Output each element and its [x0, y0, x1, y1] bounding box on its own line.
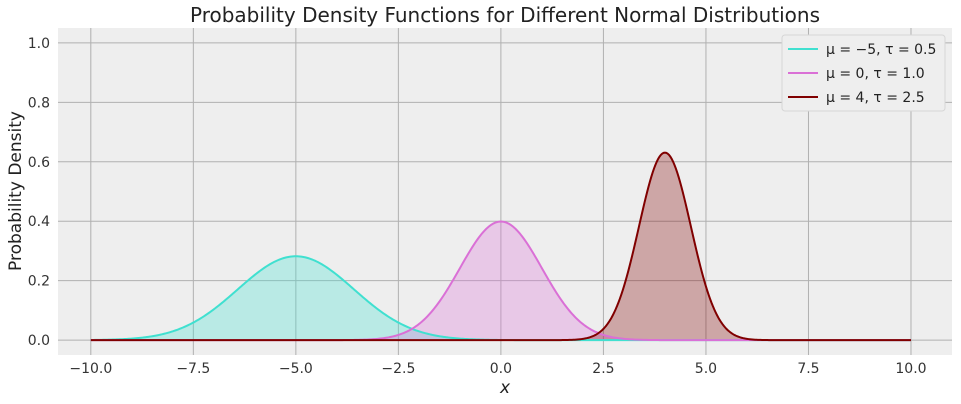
x-tick-label: −10.0: [69, 361, 112, 377]
chart-title: Probability Density Functions for Differ…: [190, 3, 820, 27]
x-tick-label: 7.5: [797, 361, 819, 377]
y-axis-label: Probability Density: [6, 111, 26, 271]
y-tick-labels: 0.0 0.2 0.4 0.6 0.8 1.0: [28, 36, 50, 349]
x-tick-label: −2.5: [381, 361, 415, 377]
series-fills: [90, 152, 911, 341]
y-tick-label: 0.0: [28, 333, 50, 349]
x-tick-label: 0.0: [490, 361, 512, 377]
y-tick-label: 0.6: [28, 155, 50, 171]
series-area-2: [90, 221, 911, 341]
x-tick-label: −5.0: [279, 361, 313, 377]
series-area-1: [90, 256, 911, 341]
x-tick-label: 10.0: [895, 361, 926, 377]
x-tick-labels: −10.0 −7.5 −5.0 −2.5 0.0 2.5 5.0 7.5 10.0: [69, 361, 926, 377]
legend-label-1: μ = −5, τ = 0.5: [826, 42, 936, 58]
y-tick-label: 0.2: [28, 274, 50, 290]
legend-label-2: μ = 0, τ = 1.0: [826, 66, 925, 82]
legend: μ = −5, τ = 0.5 μ = 0, τ = 1.0 μ = 4, τ = …: [781, 34, 946, 112]
y-tick-label: 1.0: [28, 36, 50, 52]
series-lines: [90, 151, 911, 342]
x-tick-label: 5.0: [695, 361, 717, 377]
series-line-3: [90, 151, 911, 342]
series-area-3: [90, 152, 911, 341]
x-tick-label: 2.5: [592, 361, 614, 377]
x-axis-label: x: [499, 378, 511, 398]
y-tick-label: 0.4: [28, 214, 50, 230]
x-tick-label: −7.5: [176, 361, 210, 377]
y-tick-label: 0.8: [28, 95, 50, 111]
legend-label-3: μ = 4, τ = 2.5: [826, 90, 925, 106]
legend-box: [781, 34, 946, 112]
